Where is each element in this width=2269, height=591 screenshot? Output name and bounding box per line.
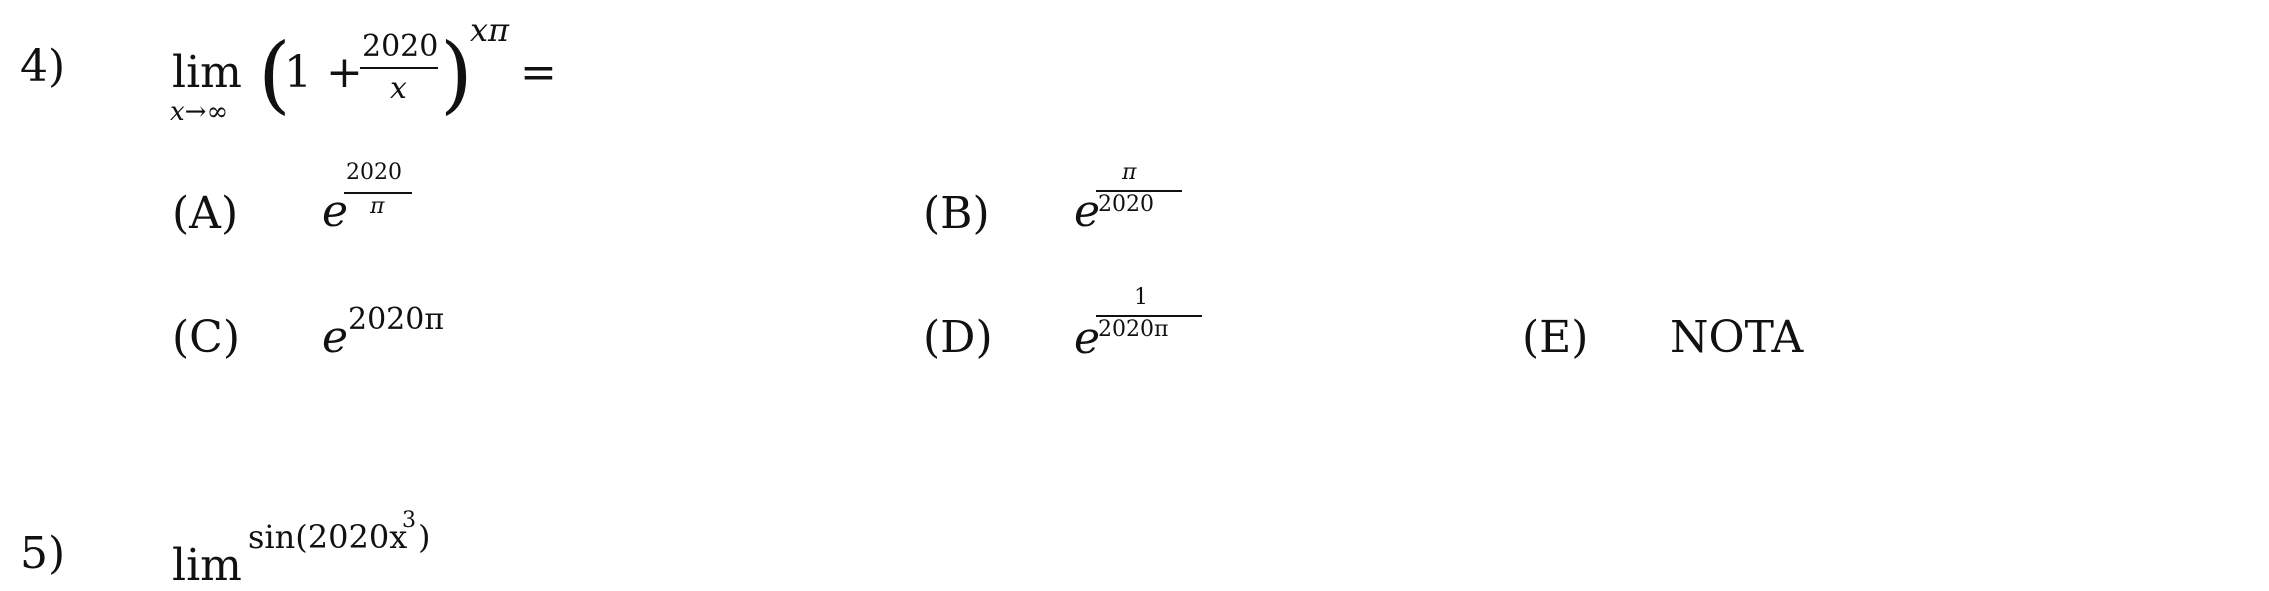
option-a-expression: e 2020 π [320,160,440,240]
option-c-base: e [322,312,349,363]
option-a-label[interactable]: (A) [172,188,239,239]
equals-sign: = [520,47,557,98]
question-4-limit-expression: lim x→∞ ( 1 + 2020 x ) xπ = [170,11,590,127]
option-b-label[interactable]: (B) [923,188,990,239]
q5-numerator-power: 3 [402,508,416,533]
q5-numerator-close: ) [418,518,431,556]
option-d-expression: e 1 2020π [1072,285,1232,365]
one-plus: 1 + [284,47,363,98]
worksheet-page: 4) lim x→∞ ( 1 + 2020 x ) xπ = (A) e 202… [20,11,1804,591]
option-e-label[interactable]: (E) [1522,312,1589,363]
option-b-exp-bar [1096,190,1182,192]
fraction-bar [360,67,438,69]
option-a-exp-den: π [370,194,385,219]
option-d-base: e [1074,313,1101,364]
option-d-exp-num: 1 [1134,285,1148,310]
q5-lim-word: lim [172,540,242,591]
q5-numerator-func: sin(2020x [248,518,408,556]
option-d-label[interactable]: (D) [923,312,993,363]
option-d-exp-den: 2020π [1098,317,1169,342]
paren-open: ( [258,25,291,123]
option-b-exp-num: π [1122,160,1137,185]
option-b-base: e [1074,186,1101,237]
option-a-base: e [322,186,349,237]
option-c-label[interactable]: (C) [172,312,240,363]
limit-exponent: xπ [470,11,510,49]
lim-subscript: x→∞ [170,97,229,127]
option-d-exp-bar [1096,315,1202,317]
option-a-exp-num: 2020 [346,160,402,185]
option-e-text: NOTA [1670,312,1804,363]
option-b-exp-den: 2020 [1098,192,1154,217]
fraction-numerator: 2020 [362,29,439,64]
question-5-number: 5) [20,528,66,579]
paren-close: ) [440,25,473,123]
option-c-expression: e 2020π [320,298,500,363]
option-a-exp-bar [344,192,412,194]
fraction-denominator: x [390,71,407,106]
option-b-expression: e π 2020 [1072,160,1192,240]
lim-word: lim [172,47,242,98]
question-5-expression: lim sin(2020x 3 ) [170,508,470,591]
question-4-number: 4) [20,41,66,92]
option-c-exponent: 2020π [348,302,445,337]
